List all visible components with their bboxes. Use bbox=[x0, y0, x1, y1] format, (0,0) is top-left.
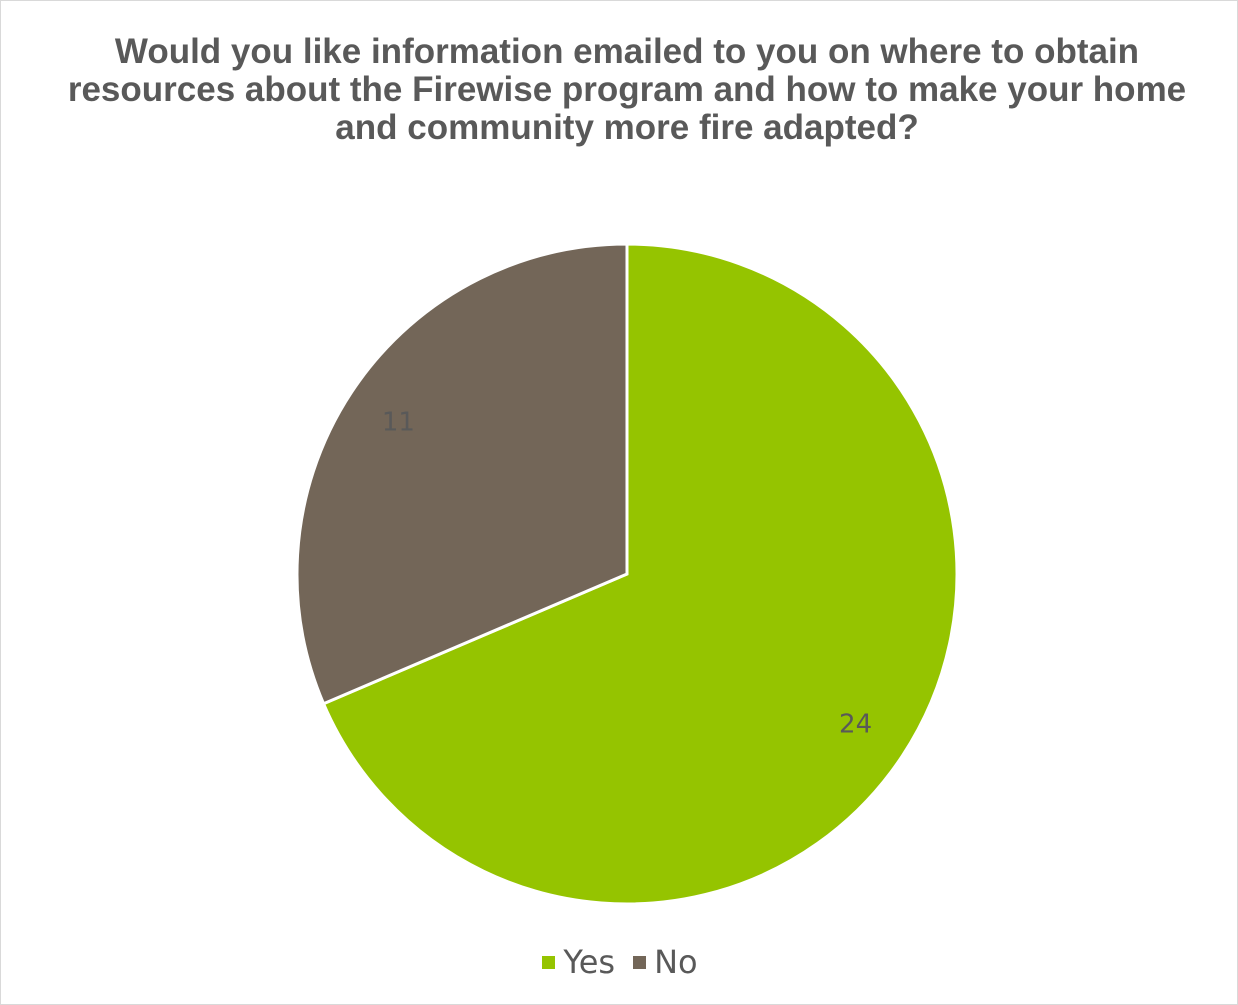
data-label-yes: 24 bbox=[839, 709, 872, 739]
legend-label-no: No bbox=[654, 943, 698, 981]
legend-label-yes: Yes bbox=[563, 943, 616, 981]
legend-swatch-yes bbox=[542, 955, 556, 969]
legend-entry-no: No bbox=[633, 943, 698, 981]
legend-entry-yes: Yes bbox=[542, 943, 615, 981]
pie-slice-yes bbox=[321, 242, 959, 906]
data-label-no: 11 bbox=[382, 408, 415, 438]
chart-title: Would you like information emailed to yo… bbox=[67, 32, 1187, 147]
legend-swatch-no bbox=[633, 955, 647, 969]
pie-slice-no bbox=[295, 242, 629, 706]
legend: Yes No bbox=[1, 943, 1237, 981]
